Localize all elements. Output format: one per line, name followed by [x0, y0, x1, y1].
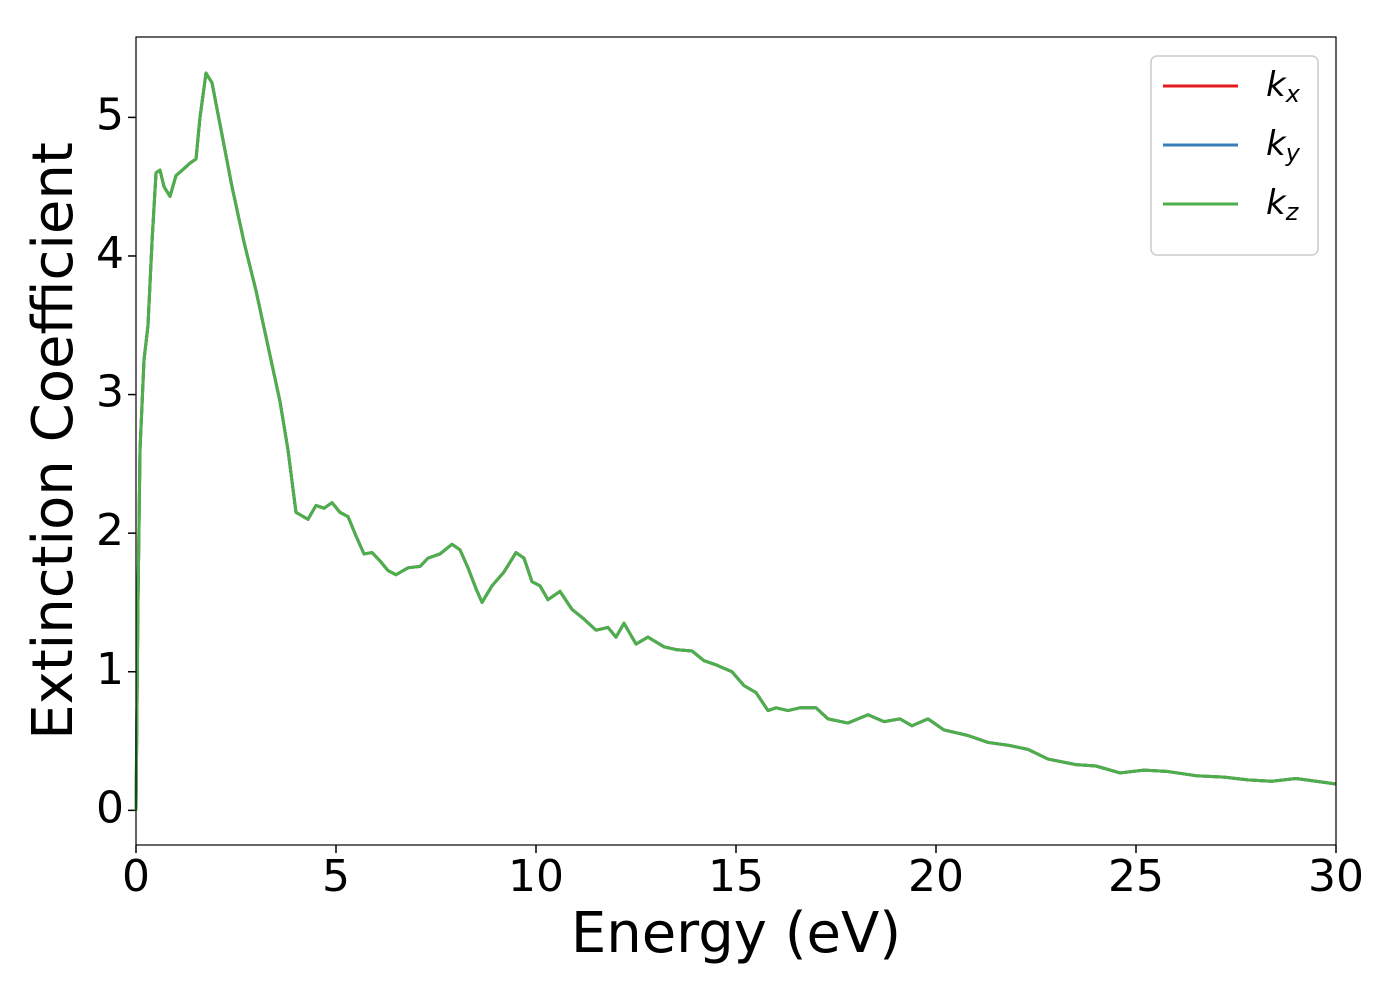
y-axis-label: Extinction Coefficient [21, 142, 86, 740]
x-tick-label: 10 [508, 851, 564, 902]
x-axis-label: Energy (eV) [571, 901, 901, 966]
data-line [134, 71, 1337, 811]
y-tick-label: 0 [96, 782, 124, 833]
x-tick-label: 30 [1308, 851, 1364, 902]
y-tick-label: 2 [96, 505, 124, 556]
x-tick-label: 0 [122, 851, 150, 902]
x-tick-label: 25 [1108, 851, 1164, 902]
x-tick-label: 15 [708, 851, 764, 902]
legend-label: kz [1266, 183, 1300, 227]
legend-label: ky [1266, 124, 1301, 168]
x-tick-label: 5 [322, 851, 350, 902]
x-tick-label: 20 [908, 851, 964, 902]
y-tick-label: 4 [96, 228, 124, 279]
y-tick-label: 3 [96, 367, 124, 418]
y-tick-label: 5 [96, 89, 124, 140]
y-tick-label: 1 [96, 644, 124, 695]
legend-label: kx [1266, 65, 1301, 109]
plot-frame [135, 36, 1337, 846]
